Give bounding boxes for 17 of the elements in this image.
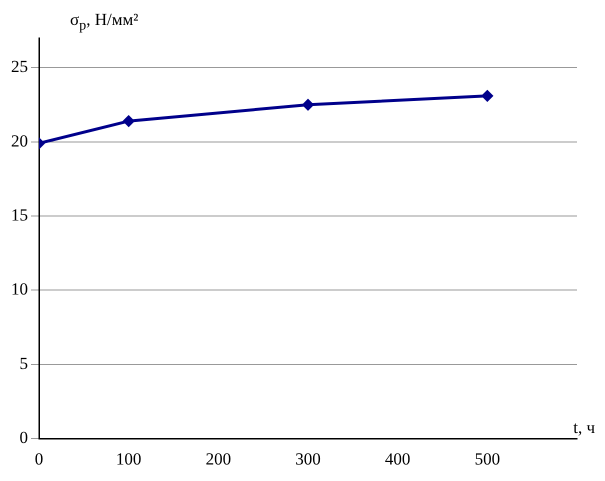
y-tick-label: 20 xyxy=(11,131,28,150)
x-tick-label: 200 xyxy=(206,449,232,468)
y-tick-label: 25 xyxy=(11,57,28,76)
point xyxy=(123,116,134,127)
x-tick-label: 0 xyxy=(34,449,44,468)
y-tick-label: 15 xyxy=(11,206,28,225)
x-tick-label: 100 xyxy=(116,449,142,468)
point xyxy=(482,90,493,102)
x-axis-title: t, ч xyxy=(573,418,595,438)
x-tick-label: 500 xyxy=(474,449,500,468)
y-tick-label: 0 xyxy=(20,428,28,448)
x-tick-label: 300 xyxy=(295,449,321,468)
y-tick-label: 10 xyxy=(11,280,28,299)
y-tick-label: 5 xyxy=(20,354,28,373)
x-tick-label: 400 xyxy=(384,449,410,468)
point xyxy=(302,99,314,110)
y-axis-title: σ$_{р}$, Н/мм² xyxy=(70,10,138,34)
